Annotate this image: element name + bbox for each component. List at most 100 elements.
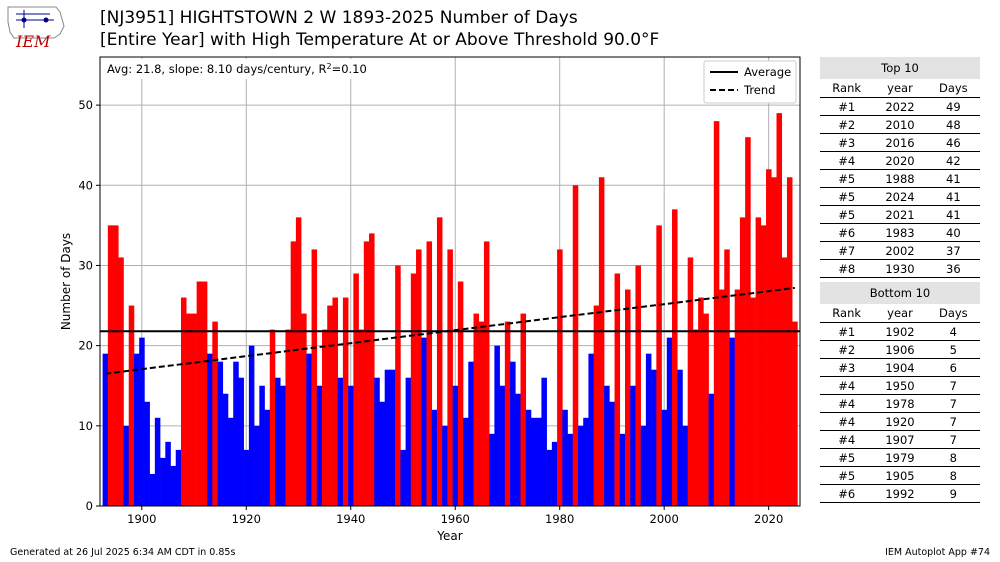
bar-2013: [729, 337, 736, 506]
bar-1939: [342, 297, 349, 506]
bar-1946: [379, 401, 386, 506]
bar-1958: [442, 425, 448, 506]
bar-2024: [786, 177, 793, 506]
table-row: #3 2016 46: [820, 133, 980, 152]
x-tick-label: 1940: [336, 512, 365, 526]
table-row: #2 2010 48: [820, 115, 980, 134]
year-cell: 1950: [873, 376, 927, 395]
bar-2021: [771, 177, 777, 506]
bar-2001: [666, 337, 673, 506]
y-tick-label: 20: [78, 339, 93, 353]
table-row: #5 1988 41: [820, 169, 980, 188]
bar-1969: [499, 385, 506, 506]
bar-1901: [144, 401, 150, 506]
legend: Average Trend: [703, 60, 797, 104]
bar-1933: [311, 249, 318, 506]
bar-1913: [207, 353, 213, 506]
bar-1963: [468, 361, 474, 506]
bar-1954: [421, 337, 427, 506]
bar-1916: [222, 393, 229, 506]
days-cell: 42: [926, 151, 980, 170]
table-row: #5 2024 41: [820, 187, 980, 206]
rank-cell: #3: [820, 358, 874, 377]
bar-1994: [630, 385, 636, 506]
year-cell: 1978: [873, 394, 927, 413]
bar-1940: [348, 385, 354, 506]
rank-cell: #2: [820, 115, 874, 134]
bar-1952: [410, 273, 417, 506]
bar-1998: [651, 369, 657, 506]
bar-1898: [128, 305, 135, 506]
bar-1970: [504, 321, 511, 506]
bar-1982: [567, 433, 574, 506]
rank-cell: #3: [820, 133, 874, 152]
rank-cell: #4: [820, 430, 874, 449]
table-row: #6 1992 9: [820, 484, 980, 503]
bar-1989: [604, 385, 610, 506]
bar-1931: [301, 313, 307, 506]
rank-cell: #5: [820, 466, 874, 485]
bar-2025: [792, 321, 798, 506]
bar-1974: [525, 409, 532, 506]
bar-1965: [478, 321, 485, 506]
bar-1992: [619, 433, 626, 506]
days-cell: 48: [926, 115, 980, 134]
bar-2002: [672, 209, 678, 506]
bar-2015: [739, 217, 746, 506]
bar-1937: [332, 297, 338, 506]
bar-1997: [645, 353, 652, 506]
plot-frame: [99, 56, 801, 507]
table-row: #5 2021 41: [820, 205, 980, 224]
bar-1935: [322, 329, 328, 506]
year-cell: 1904: [873, 358, 927, 377]
x-tick-label: 1960: [441, 512, 470, 526]
days-cell: 40: [926, 223, 980, 242]
rank-cell: #5: [820, 169, 874, 188]
y-tick-label: 30: [78, 258, 93, 272]
bar-2003: [677, 369, 683, 506]
bar-1991: [614, 273, 621, 506]
bar-1934: [316, 385, 323, 506]
bar-1949: [395, 265, 401, 506]
table-row: #5 1979 8: [820, 448, 980, 467]
bar-1981: [562, 409, 568, 506]
rank-cell: #4: [820, 376, 874, 395]
rank-cell: #6: [820, 223, 874, 242]
y-tick-label: 40: [78, 178, 93, 192]
chart-subtitle: [Entire Year] with High Temperature At o…: [100, 30, 660, 50]
bar-1908: [180, 297, 187, 506]
bar-1925: [269, 329, 276, 506]
bar-1962: [463, 417, 469, 506]
bar-1905: [165, 441, 171, 506]
rank-cell: #8: [820, 259, 874, 278]
bar-1944: [369, 233, 375, 506]
bar-1984: [577, 425, 584, 506]
bar-1909: [186, 313, 192, 506]
bar-1903: [154, 417, 161, 506]
top-10-table: Top 10 Rank year Days #1 2022 49 #2 2010 48 #3…: [820, 57, 980, 278]
year-cell: 1920: [873, 412, 927, 431]
bar-1967: [489, 433, 495, 506]
bar-1923: [259, 385, 265, 506]
bar-1926: [275, 377, 281, 506]
days-cell: 41: [926, 205, 980, 224]
bar-1920: [243, 449, 250, 506]
bar-1942: [358, 329, 365, 506]
bar-1959: [447, 249, 453, 506]
table-row: #5 1905 8: [820, 466, 980, 485]
bar-1912: [201, 281, 208, 506]
year-cell: 1902: [873, 322, 927, 341]
bar-1922: [254, 425, 260, 506]
reference-lines: [100, 286, 800, 375]
bar-1930: [295, 217, 302, 506]
x-tick-label: 2000: [650, 512, 679, 526]
y-axis-label: Number of Days: [59, 233, 73, 330]
bar-2023: [781, 257, 788, 506]
table-row: #4 1920 7: [820, 412, 980, 431]
x-axis-label: Year: [436, 529, 462, 543]
bar-1914: [212, 321, 218, 506]
year-cell: 1979: [873, 448, 927, 467]
bar-1927: [280, 385, 286, 506]
year-cell: 2016: [873, 133, 927, 152]
year-cell: 2010: [873, 115, 927, 134]
